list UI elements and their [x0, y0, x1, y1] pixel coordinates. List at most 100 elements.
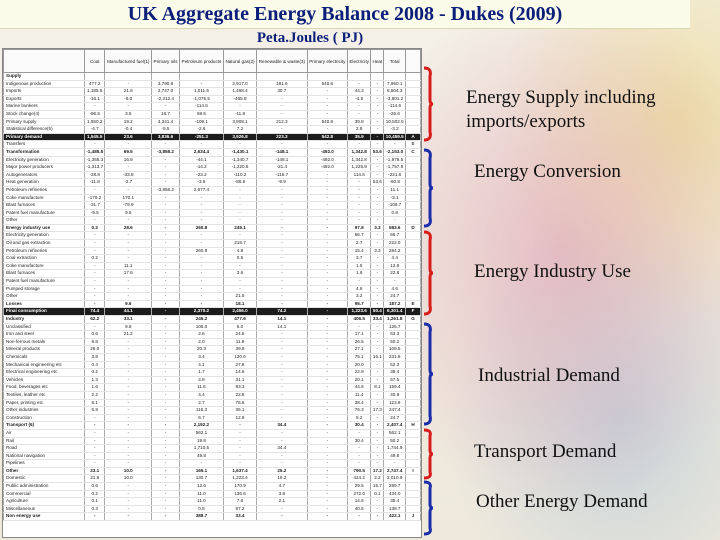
table-cell: [405, 330, 421, 339]
table-cell: -: [256, 299, 308, 309]
table-cell: -: [104, 452, 153, 461]
table-cell: -: [151, 223, 180, 233]
table-cell: [405, 391, 421, 400]
table-cell: -: [222, 140, 258, 149]
table-cell: [405, 277, 421, 286]
table-cell: -: [370, 292, 385, 301]
row-label: Patent fuel manufacture: [3, 209, 85, 218]
table-cell: 10,502.5: [383, 118, 406, 127]
table-cell: -: [178, 140, 224, 149]
table-cell: -: [178, 194, 224, 203]
table-cell: 49.8: [383, 452, 406, 461]
table-cell: 136.6: [222, 490, 258, 499]
table-cell: -: [104, 376, 153, 385]
row-label: Industry: [3, 315, 85, 324]
table-cell: -: [104, 361, 153, 370]
table-cell: 7.6: [222, 497, 258, 506]
table-cell: -: [178, 216, 224, 225]
table-cell: -: [347, 110, 372, 119]
table-cell: -2.7: [104, 178, 153, 187]
table-cell: -: [256, 209, 308, 218]
table-cell: 583.6: [383, 223, 406, 233]
table-cell: -: [151, 277, 180, 286]
table-cell: 9.5: [104, 209, 153, 218]
table-cell: 50.4: [370, 307, 385, 316]
table-cell: H: [405, 421, 421, 430]
table-cell: 12.6: [383, 262, 406, 271]
table-cell: 27.8: [222, 361, 258, 370]
table-cell: 6,504.3: [383, 87, 406, 96]
table-cell: 39.4: [383, 368, 406, 377]
table-row: National navigation - - -49.8- - - - -49.8: [3, 452, 421, 461]
table-cell: [405, 285, 421, 294]
table-cell: -: [83, 429, 106, 438]
table-cell: 0.6: [83, 482, 106, 491]
row-label: Domestic: [3, 474, 85, 484]
table-cell: -28.8: [83, 171, 106, 180]
table-cell: 0.8: [383, 209, 406, 218]
table-cell: [405, 262, 421, 271]
table-cell: -: [347, 452, 372, 461]
table-cell: 3.8: [256, 490, 308, 499]
table-cell: -: [256, 269, 308, 279]
table-cell: 33.4: [370, 315, 385, 324]
table-cell: -3,801.2: [383, 95, 406, 104]
table-cell: -1,485.5: [83, 147, 106, 157]
table-row: Domestic 21.8 10.0-130.7 1,223.4 19.2-424.2 2…: [3, 474, 421, 484]
table-cell: 3.5: [104, 110, 153, 119]
table-cell: -: [370, 345, 385, 354]
table-cell: -: [151, 361, 180, 370]
table-cell: [405, 239, 421, 248]
column-header: Renewable & waste(3): [256, 49, 308, 73]
table-cell: -: [383, 140, 406, 149]
table-cell: -: [151, 345, 180, 354]
table-cell: -: [83, 512, 106, 522]
table-cell: 260.8: [178, 223, 224, 233]
row-label: Transfers: [3, 140, 85, 149]
table-cell: -: [370, 277, 385, 286]
table-cell: 20.0: [347, 361, 372, 370]
table-cell: -: [83, 292, 106, 301]
table-cell: 2,747.4: [383, 466, 406, 476]
table-row: Patent fuel manufacture -9.5 9.5- - - - - - -0.8: [3, 209, 421, 218]
table-cell: -: [104, 216, 153, 225]
table-cell: -: [306, 95, 349, 104]
table-cell: -: [104, 239, 153, 248]
table-cell: -: [306, 239, 349, 248]
table-cell: -: [222, 194, 258, 203]
table-cell: 1,744.9: [383, 444, 406, 453]
table-cell: 231.9: [383, 353, 406, 362]
table-cell: 7.2: [222, 125, 258, 134]
table-cell: -: [256, 247, 308, 256]
table-cell: -: [370, 110, 385, 119]
table-row: Non energy use - - -388.7 33.4- - - -422.1 J: [3, 512, 421, 522]
table-cell: 6,301.4: [383, 307, 406, 316]
table-cell: 12.8: [222, 414, 258, 423]
table-cell: -: [104, 459, 153, 468]
table-cell: -: [151, 247, 180, 256]
row-label: Autogenerators: [3, 171, 85, 180]
table-cell: -: [151, 330, 180, 339]
table-cell: 2.8: [347, 125, 372, 134]
table-cell: 422.1: [383, 512, 406, 522]
table-cell: -: [151, 292, 180, 301]
table-cell: -: [151, 406, 180, 415]
table-cell: -9.5: [83, 209, 106, 218]
table-cell: [405, 163, 421, 172]
table-cell: -: [306, 497, 349, 506]
table-cell: 138.7: [383, 505, 406, 514]
table-cell: -: [222, 452, 258, 461]
table-cell: -: [370, 102, 385, 111]
table-cell: -: [306, 247, 349, 256]
table-cell: -: [178, 239, 224, 248]
table-cell: 3,790.8: [151, 80, 180, 89]
table-cell: 3,908.1: [222, 118, 258, 127]
table-cell: 34.4: [256, 421, 308, 430]
table-cell: 2.0: [178, 338, 224, 347]
table-cell: 2,370.2: [178, 307, 224, 316]
row-label: Other: [3, 292, 85, 301]
table-cell: -: [256, 512, 308, 522]
table-cell: 30.7: [256, 87, 308, 96]
table-cell: -: [151, 421, 180, 430]
table-cell: 53.6: [370, 178, 385, 187]
